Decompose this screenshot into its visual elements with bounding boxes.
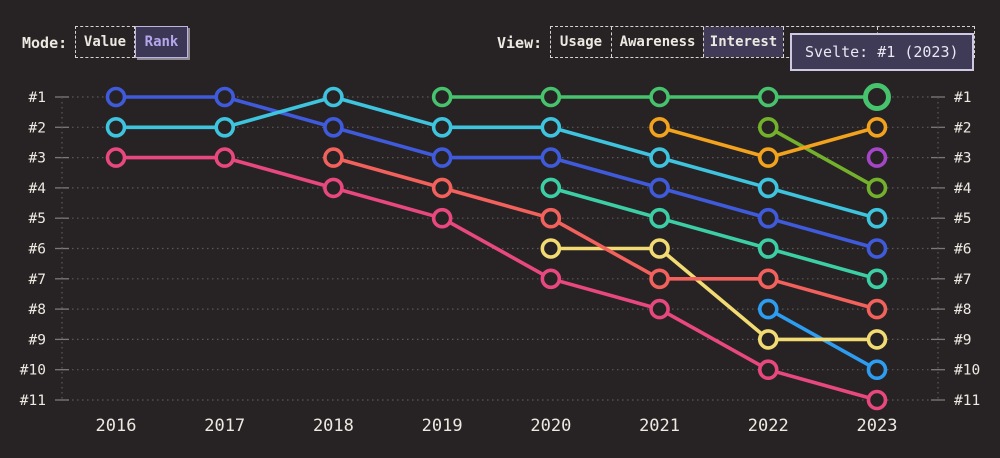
chart-point-series-pink[interactable] <box>214 147 236 168</box>
chart-point-series-pink[interactable] <box>431 207 453 229</box>
right-rank-label: #11 <box>954 393 980 409</box>
chart-point-series-pink[interactable] <box>540 268 562 290</box>
chart-point-series-pink[interactable] <box>323 177 344 199</box>
chart-point-series-blue[interactable] <box>214 86 236 108</box>
x-axis-year-label: 2020 <box>530 416 571 436</box>
chart-point-series-cyan[interactable] <box>431 117 453 138</box>
chart-point-series-teal[interactable] <box>649 207 670 229</box>
left-rank-label: #8 <box>29 302 46 318</box>
chart-point-series-orange[interactable] <box>757 147 779 168</box>
chart-point-series-pink[interactable] <box>866 389 888 411</box>
chart-point-series-blue[interactable] <box>540 147 562 168</box>
view-interest-button[interactable]: Interest <box>703 27 783 57</box>
left-rank-label: #6 <box>29 242 46 258</box>
x-axis-year-label: 2019 <box>422 416 463 436</box>
chart-point-series-pink[interactable] <box>105 147 127 168</box>
mode-value-button[interactable]: Value <box>75 26 135 58</box>
right-rank-label: #6 <box>954 242 971 258</box>
chart-point-series-dodger-blue[interactable] <box>866 359 888 381</box>
chart-point-series-lime[interactable] <box>757 117 779 138</box>
chart-point-series-blue[interactable] <box>757 207 779 229</box>
chart-point-series-cyan[interactable] <box>540 117 562 138</box>
chart-point-series-blue[interactable] <box>105 86 127 108</box>
left-rank-label: #9 <box>29 332 46 348</box>
right-rank-label: #2 <box>954 120 971 136</box>
left-rank-label: #7 <box>29 272 46 288</box>
right-rank-label: #1 <box>954 90 971 106</box>
chart-point-Svelte[interactable] <box>540 86 562 108</box>
right-rank-label: #5 <box>954 211 971 227</box>
chart-point-series-cyan[interactable] <box>323 86 344 108</box>
chart-point-series-yellow[interactable] <box>757 329 779 350</box>
chart-point-series-pink[interactable] <box>649 298 670 320</box>
chart-point-series-blue[interactable] <box>649 177 670 199</box>
left-rank-label: #10 <box>20 363 46 379</box>
right-rank-label: #8 <box>954 302 971 318</box>
right-rank-label: #10 <box>954 363 980 379</box>
chart-point-series-cyan[interactable] <box>866 207 888 229</box>
chart-point-series-yellow[interactable] <box>540 238 562 259</box>
x-axis-year-label: 2017 <box>204 416 245 436</box>
chart-point-series-blue[interactable] <box>323 117 344 138</box>
chart-point-series-lime[interactable] <box>866 177 888 199</box>
chart-point-series-yellow[interactable] <box>866 329 888 350</box>
left-rank-label: #5 <box>29 211 46 227</box>
chart-line-series-lime <box>766 125 879 190</box>
x-axis-year-label: 2022 <box>748 416 789 436</box>
chart-point-series-purple[interactable] <box>866 147 888 168</box>
x-axis-year-label: 2021 <box>639 416 680 436</box>
view-usage-button[interactable]: Usage <box>559 34 603 50</box>
highlighted-chart-point-Svelte[interactable] <box>862 83 891 111</box>
chart-point-Svelte[interactable] <box>757 86 779 108</box>
chart-point-series-coral[interactable] <box>649 268 670 290</box>
chart-line-series-pink <box>114 155 879 402</box>
chart-point-series-coral[interactable] <box>540 207 562 229</box>
chart-point-series-dodger-blue[interactable] <box>757 298 779 320</box>
view-covered-button[interactable] <box>783 27 877 57</box>
chart-point-series-teal[interactable] <box>757 238 779 259</box>
chart-point-series-cyan[interactable] <box>214 117 236 138</box>
x-axis-year-label: 2023 <box>856 416 897 436</box>
chart-line-series-blue <box>114 95 879 251</box>
right-rank-label: #9 <box>954 332 971 348</box>
left-rank-label: #4 <box>29 181 47 197</box>
chart-point-series-coral[interactable] <box>866 298 888 320</box>
chart-point-Svelte[interactable] <box>431 86 453 108</box>
chart-point-series-coral[interactable] <box>757 268 779 290</box>
chart-line-series-teal <box>549 186 879 281</box>
chart-point-series-cyan[interactable] <box>649 147 670 168</box>
chart-point-series-pink[interactable] <box>757 359 779 381</box>
chart-tooltip: Svelte: #1 (2023) <box>790 33 974 71</box>
right-rank-label: #3 <box>954 151 971 167</box>
chart-line-series-coral <box>331 155 879 311</box>
x-axis-year-label: 2016 <box>96 416 137 436</box>
chart-point-series-orange[interactable] <box>649 117 670 138</box>
x-axis-year-label: 2018 <box>313 416 354 436</box>
chart-point-series-blue[interactable] <box>866 238 888 259</box>
view-awareness-button[interactable]: Awareness <box>611 27 703 57</box>
mode-rank-button[interactable]: Rank <box>135 26 188 58</box>
chart-line-series-cyan <box>114 95 879 220</box>
chart-point-series-cyan[interactable] <box>757 177 779 199</box>
chart-point-series-blue[interactable] <box>431 147 453 168</box>
chart-point-series-teal[interactable] <box>540 177 562 199</box>
mode-label: Mode: <box>22 34 68 52</box>
right-rank-label: #7 <box>954 272 971 288</box>
left-rank-label: #2 <box>29 120 46 136</box>
left-rank-label: #1 <box>29 90 46 106</box>
chart-point-series-yellow[interactable] <box>649 238 670 259</box>
chart-point-series-coral[interactable] <box>323 147 344 168</box>
chart-point-series-teal[interactable] <box>866 268 888 290</box>
right-rank-label: #4 <box>954 181 972 197</box>
left-rank-label: #11 <box>20 393 46 409</box>
chart-point-series-cyan[interactable] <box>105 117 127 138</box>
chart-point-series-orange[interactable] <box>866 117 888 138</box>
chart-point-series-coral[interactable] <box>431 177 453 199</box>
view-label: View: <box>497 34 543 52</box>
chart-point-Svelte[interactable] <box>649 86 670 108</box>
left-rank-label: #3 <box>29 151 46 167</box>
